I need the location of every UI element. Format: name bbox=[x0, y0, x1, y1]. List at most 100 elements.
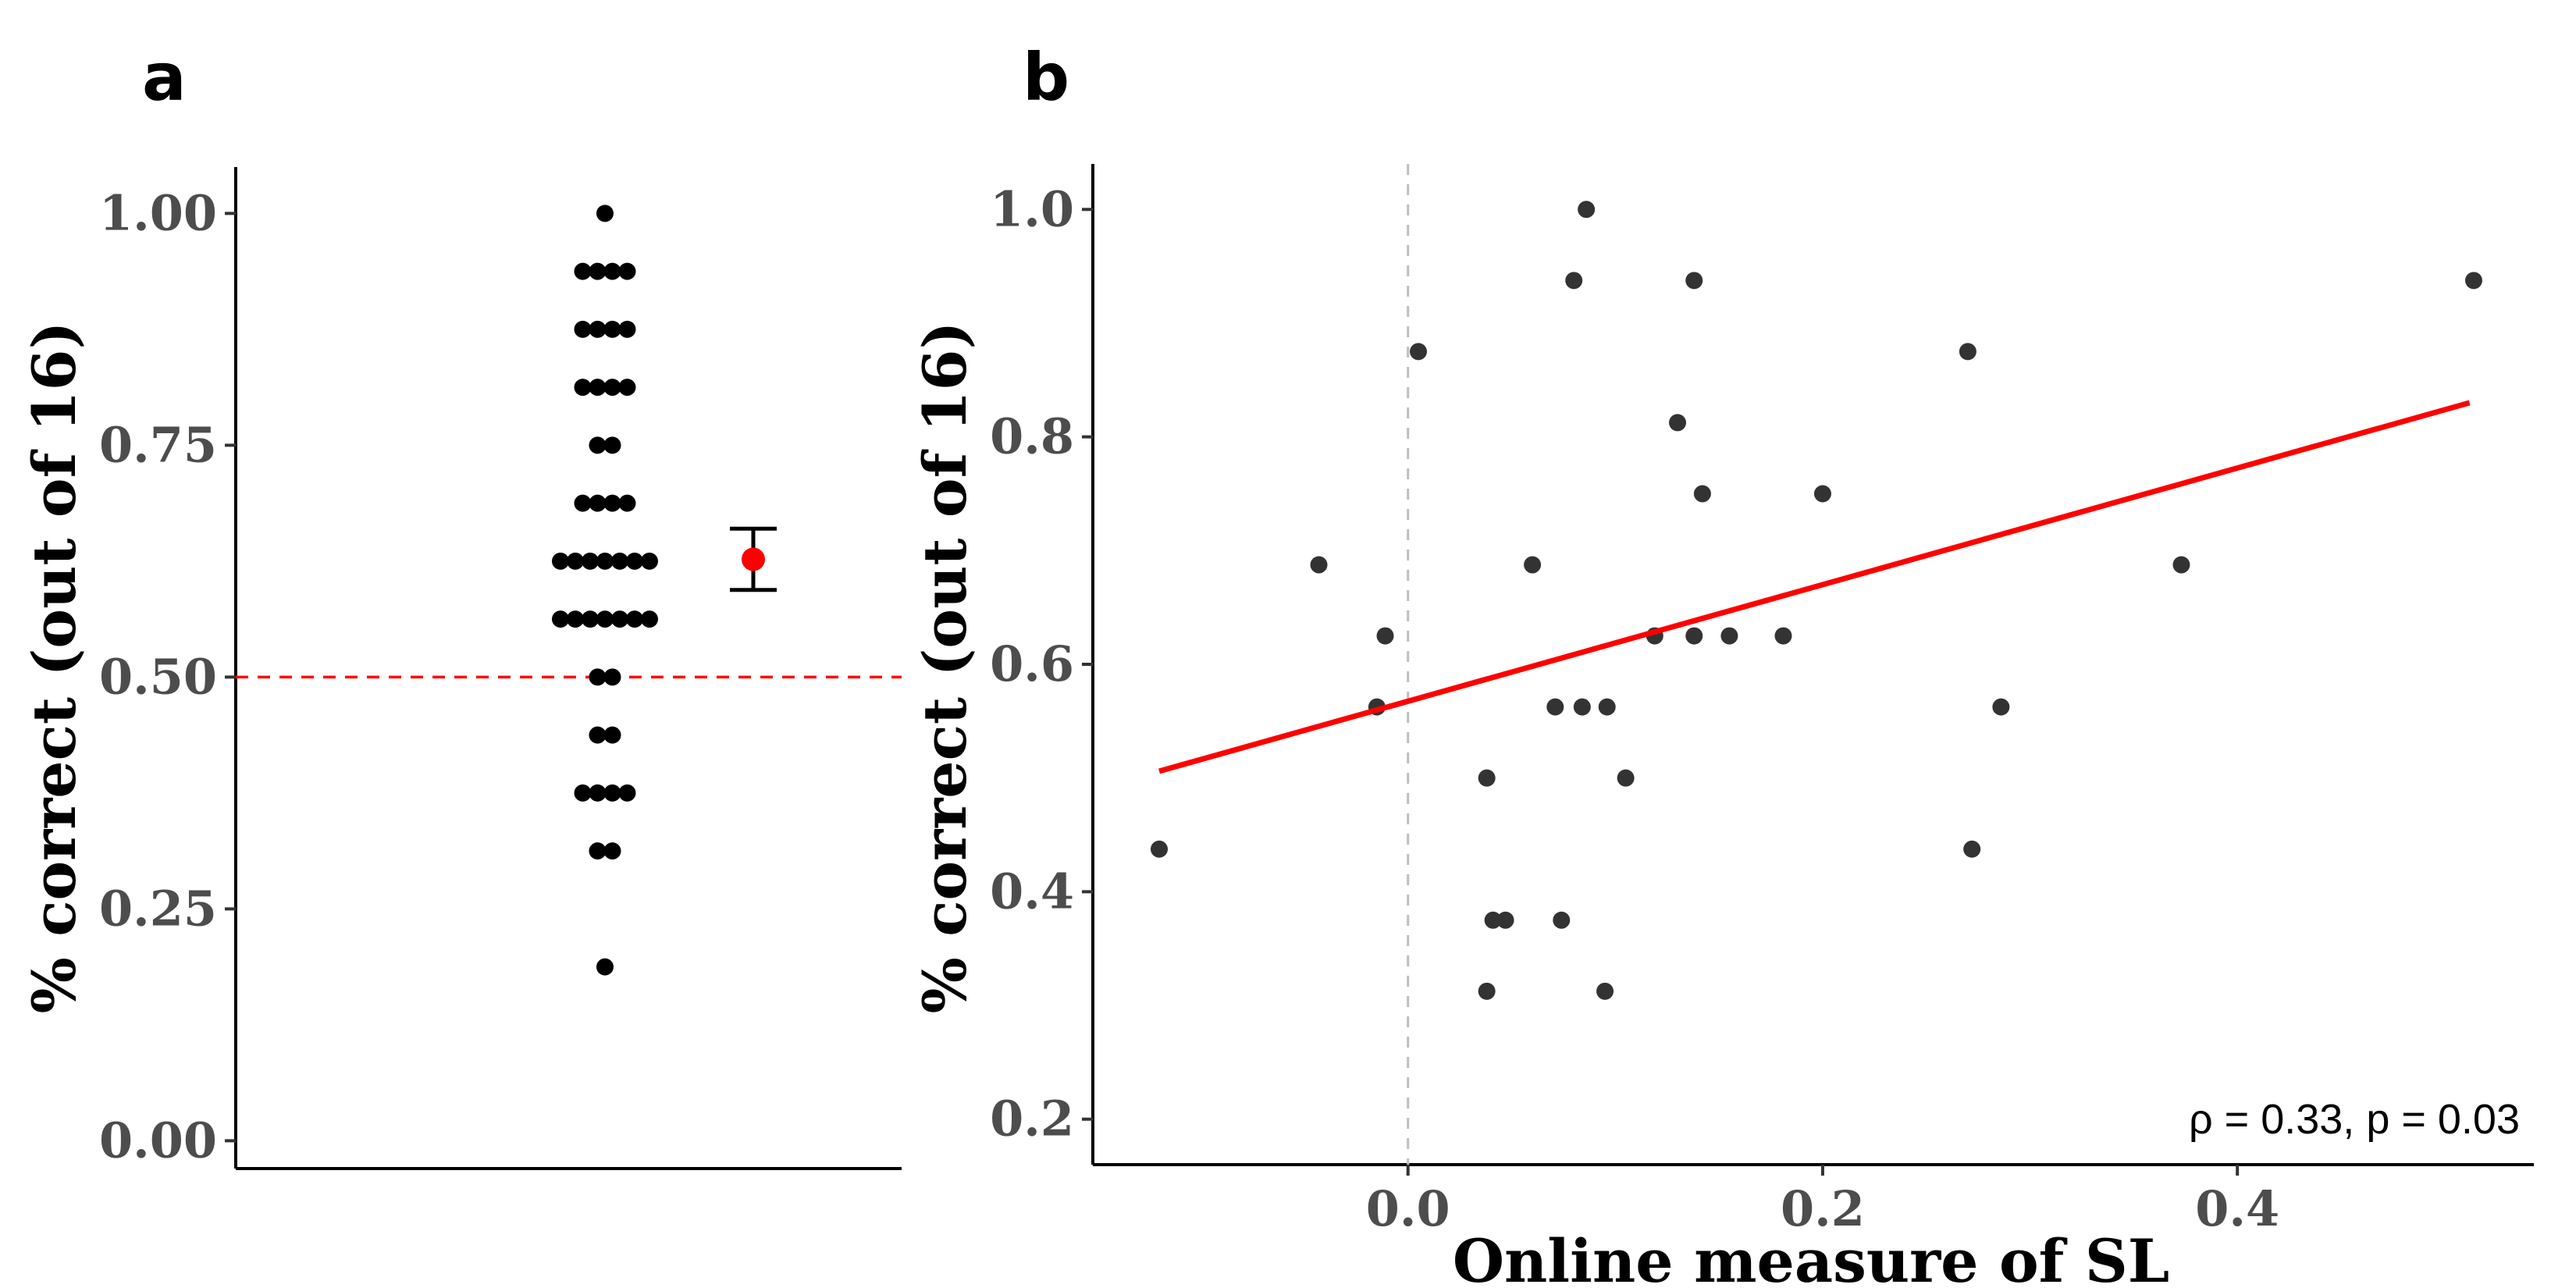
panel-a-dot bbox=[596, 552, 614, 570]
panel-a-dot bbox=[618, 262, 636, 280]
panel-b-scatter: 0.2 0.4 0.6 0.8 1.0 0.0 0.2 0.4 % correct (out… bbox=[910, 164, 2534, 1288]
panel-a-dot bbox=[589, 842, 607, 860]
panel-a-summary bbox=[730, 526, 777, 592]
panel-a-dot bbox=[589, 726, 607, 744]
panel-a-dot bbox=[589, 668, 607, 686]
panel-a-dot bbox=[552, 610, 569, 628]
panel-b-x-tick-label: 0.0 bbox=[1366, 1180, 1450, 1237]
panel-a-dot bbox=[582, 610, 599, 628]
panel-a-dot bbox=[603, 320, 621, 338]
panel-b-point bbox=[1524, 556, 1542, 574]
panel-a-y-tick-label: 0.25 bbox=[99, 880, 217, 937]
panel-b-point bbox=[1720, 627, 1738, 645]
panel-a-dot bbox=[618, 784, 636, 802]
panel-a-dot bbox=[611, 552, 628, 570]
panel-a-y-tick-label: 0.50 bbox=[99, 648, 217, 705]
panel-b-fit-line bbox=[1158, 400, 2471, 774]
panel-b-y-axis-title: % correct (out of 16) bbox=[910, 322, 980, 1014]
panel-a-dot bbox=[603, 436, 621, 454]
panel-b-y-tick-label: 0.2 bbox=[990, 1091, 1074, 1147]
panel-b-point bbox=[1685, 272, 1703, 290]
panel-a-dot bbox=[574, 379, 592, 397]
panel-b-point bbox=[1963, 840, 1981, 858]
panel-b-point bbox=[2464, 272, 2482, 290]
panel-a-y-tick-label: 1.00 bbox=[99, 184, 217, 241]
panel-b-y-tick-label: 0.6 bbox=[990, 635, 1074, 692]
panel-b-point bbox=[1546, 698, 1564, 716]
panel-a-y-tick-label: 0.00 bbox=[99, 1112, 217, 1169]
panel-b-x-tick-label: 0.2 bbox=[1781, 1180, 1865, 1237]
panel-b-y-tick-label: 0.8 bbox=[990, 408, 1074, 465]
panel-a-dot bbox=[603, 842, 621, 860]
panel-b-point bbox=[1774, 627, 1792, 645]
panel-a-letter: a bbox=[142, 39, 187, 116]
panel-b-point bbox=[1617, 769, 1635, 787]
panel-a-dot bbox=[626, 552, 643, 570]
panel-b-x-axis-title: Online measure of SL bbox=[1453, 1226, 2169, 1288]
panel-b-regression-line bbox=[1158, 400, 2471, 774]
panel-a-dot bbox=[603, 379, 621, 397]
panel-b-y-tick-label: 0.4 bbox=[990, 863, 1074, 920]
panel-a-y-axis-title: % correct (out of 16) bbox=[20, 322, 89, 1014]
panel-b-point bbox=[1310, 556, 1328, 574]
panel-a-dot bbox=[626, 610, 643, 628]
panel-a-dot bbox=[567, 610, 584, 628]
panel-a-dot bbox=[596, 205, 614, 222]
panel-a-dot bbox=[611, 610, 628, 628]
panel-b-x-tick-label: 0.4 bbox=[2195, 1180, 2279, 1237]
panel-a-dot bbox=[552, 552, 569, 570]
panel-a-dot bbox=[618, 320, 636, 338]
panel-a-dot bbox=[596, 958, 614, 976]
panel-b-point bbox=[1150, 840, 1168, 858]
panel-b-point bbox=[1573, 698, 1591, 716]
panel-a-dot bbox=[641, 552, 658, 570]
panel-b-point bbox=[1685, 627, 1703, 645]
panel-b-point bbox=[1992, 698, 2010, 716]
panel-a-dot bbox=[603, 784, 621, 802]
panel-b-point bbox=[1565, 272, 1583, 290]
panel-a-dot bbox=[596, 610, 614, 628]
panel-b-point bbox=[1578, 201, 1596, 219]
panel-a-dot bbox=[567, 552, 584, 570]
panel-b-point bbox=[1553, 911, 1571, 929]
panel-a-dot bbox=[603, 726, 621, 744]
panel-a-y-tick-label: 0.75 bbox=[99, 416, 217, 473]
panel-b-point bbox=[2172, 556, 2190, 574]
panel-a-dot bbox=[603, 494, 621, 512]
panel-b-point bbox=[1669, 414, 1687, 432]
panel-a-dot bbox=[641, 610, 658, 628]
panel-b-points bbox=[1150, 201, 2482, 1000]
panel-b-point bbox=[1598, 698, 1616, 716]
correlation-annotation: ρ = 0.33, p = 0.03 bbox=[2189, 1096, 2520, 1143]
panel-b-point bbox=[1410, 343, 1428, 361]
panel-b-point bbox=[1484, 911, 1502, 929]
panel-a-dot bbox=[574, 784, 592, 802]
panel-a-dot bbox=[574, 494, 592, 512]
panel-b-letter: b bbox=[1023, 39, 1069, 116]
panel-a-dotplot: 0.00 0.25 0.50 0.75 1.00 % correct (out of 1… bbox=[20, 167, 902, 1170]
panel-b-point bbox=[1478, 982, 1496, 1000]
panel-a-dots bbox=[552, 205, 658, 976]
panel-b-point bbox=[1596, 982, 1614, 1000]
panel-a-dot bbox=[589, 262, 607, 280]
panel-b-y-ticks: 0.2 0.4 0.6 0.8 1.0 bbox=[990, 180, 1093, 1147]
panel-a-dot bbox=[589, 379, 607, 397]
panel-a-dot bbox=[618, 494, 636, 512]
panel-a-dot bbox=[618, 379, 636, 397]
panel-b-point bbox=[1496, 911, 1514, 929]
panel-a-dot bbox=[589, 320, 607, 338]
panel-a-mean-point bbox=[742, 547, 765, 571]
panel-a-dot bbox=[589, 784, 607, 802]
panel-b-point bbox=[1959, 343, 1976, 361]
panel-a-y-ticks: 0.00 0.25 0.50 0.75 1.00 bbox=[99, 184, 236, 1169]
panel-a-dot bbox=[574, 262, 592, 280]
panel-b-x-ticks: 0.0 0.2 0.4 bbox=[1366, 1165, 2279, 1237]
panel-a-dot bbox=[589, 436, 607, 454]
panel-b-y-tick-label: 1.0 bbox=[990, 180, 1074, 237]
panel-a-dot bbox=[603, 668, 621, 686]
panel-a-dot bbox=[582, 552, 599, 570]
panel-a-dot bbox=[603, 262, 621, 280]
panel-b-point bbox=[1813, 485, 1831, 503]
panel-b-point bbox=[1376, 627, 1394, 645]
